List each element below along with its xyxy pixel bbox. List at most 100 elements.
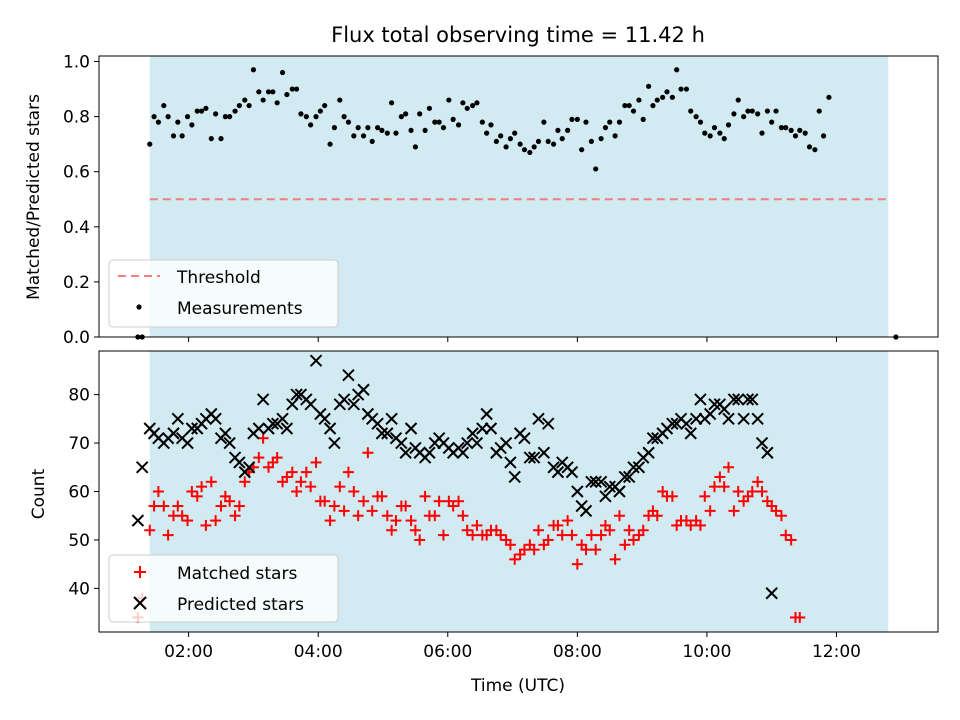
matched-star-point (746, 486, 758, 497)
predicted-star-point (480, 407, 493, 421)
matched-star-point (386, 524, 398, 536)
count-legend-box (108, 554, 339, 623)
ratio-plot-frame (98, 55, 939, 338)
measurement-point (250, 67, 257, 73)
measurement-point (242, 97, 248, 103)
matched-star-point (210, 515, 222, 527)
predicted-star-point (167, 427, 180, 440)
measurement-point (355, 125, 361, 131)
matched-star-point (381, 510, 393, 522)
predicted-star-point (589, 475, 602, 489)
count-legend: Matched stars Predicted stars (108, 554, 339, 623)
matched-star-point (328, 500, 340, 512)
matched-star-point (144, 524, 156, 536)
measurement-point (640, 116, 646, 122)
measurement-point (507, 136, 514, 142)
matched-star-point (495, 529, 507, 541)
measurement-point (717, 130, 723, 136)
matched-star-point (704, 505, 716, 517)
predicted-star-point (722, 412, 735, 426)
measurement-point (555, 127, 561, 133)
measurement-point (778, 125, 785, 131)
predicted-star-point (185, 422, 199, 435)
measurement-point (693, 114, 699, 120)
measurement-point (393, 130, 399, 136)
measurement-point (630, 108, 637, 114)
x-tick-label: 10:00 (682, 642, 731, 662)
ratio-y-tick-label: 0.8 (63, 108, 90, 128)
matched-star-point (723, 461, 735, 473)
matched-star-point (694, 519, 706, 531)
measurement-point (792, 133, 799, 139)
predicted-star-point (323, 422, 337, 435)
measurement-point (820, 133, 827, 139)
measurement-point (151, 114, 157, 120)
matched-star-point (467, 529, 479, 541)
predicted-star-point (708, 398, 721, 411)
measurement-point (294, 86, 300, 92)
measurement-point (279, 69, 286, 76)
matched-star-point (310, 456, 322, 468)
predicted-star-point (233, 456, 246, 469)
measurement-point (688, 108, 694, 114)
measurement-point (270, 89, 276, 95)
matched-star-point (271, 452, 283, 464)
measurement-point (531, 144, 537, 150)
matched-star-point (714, 471, 726, 483)
matched-star-point (604, 524, 616, 536)
matched-star-point (461, 524, 473, 536)
predicted-star-point (423, 446, 436, 459)
predicted-star-point (404, 422, 418, 435)
predicted-star-point (541, 417, 555, 430)
measurement-point (298, 111, 304, 117)
predicted-star-point (613, 485, 626, 498)
matched-star-point (358, 495, 370, 507)
count-y-tick-label: 40 (68, 579, 90, 599)
measurement-point (327, 141, 333, 147)
ratio-y-axis-label: Matched/Predicted stars (24, 94, 44, 300)
matched-star-point (471, 519, 483, 531)
predicted-star-point (680, 417, 693, 430)
predicted-star-point (135, 461, 149, 474)
measurement-point (147, 141, 153, 147)
count-panel: 40 50 60 70 80 02:00 04:00 06:00 08:00 10:00 12:00… (29, 350, 939, 696)
matched-star-point (728, 505, 740, 517)
matched-star-point (224, 495, 236, 507)
measurement-point (616, 119, 623, 125)
predicted-star-point (585, 475, 598, 489)
measurement-point (260, 97, 266, 103)
measurement-point (384, 130, 390, 136)
measurements-legend-label: Measurements (177, 299, 303, 319)
x-tick-label: 06:00 (423, 642, 472, 662)
matched-star-point (414, 534, 426, 546)
predicted-star-point (318, 412, 331, 426)
predicted-star-point (627, 461, 640, 474)
matched-star-point (619, 539, 631, 551)
measurement-point (165, 114, 171, 120)
predicted-star-point (694, 393, 707, 406)
predicted-star-point (765, 587, 778, 600)
measurement-point (816, 108, 822, 114)
predicted-star-point (642, 446, 655, 459)
matched-star-point (191, 490, 203, 502)
x-tick-label: 08:00 (553, 642, 602, 662)
measurement-point (426, 105, 433, 111)
measurement-point (450, 116, 456, 122)
measurement-point (274, 100, 280, 106)
matched-star-point (281, 471, 293, 483)
predicted-star-point (684, 427, 697, 440)
count-y-tick-label: 80 (68, 386, 90, 406)
matched-star-point (215, 500, 227, 512)
measurements-legend-swatch (136, 304, 142, 310)
measurement-point (213, 111, 219, 117)
measurement-point (337, 97, 343, 103)
matched-star-point (419, 490, 431, 502)
matched-star-point (176, 510, 188, 522)
measurement-point (379, 127, 385, 133)
measurement-point (322, 102, 328, 109)
measurement-point (155, 119, 161, 125)
measurement-point (488, 122, 494, 128)
measurement-point (218, 136, 224, 142)
predicted-star-point (337, 393, 351, 406)
measurement-point (749, 108, 755, 114)
